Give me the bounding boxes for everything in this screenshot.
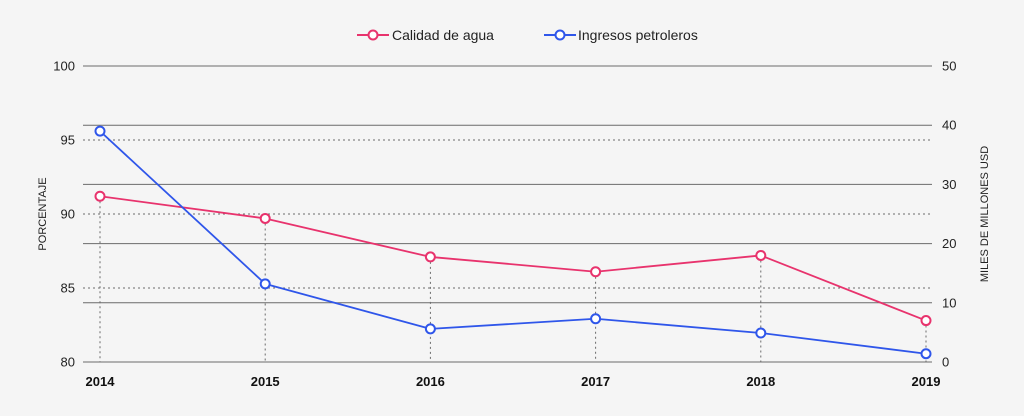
y-tick-label-right-40: 40	[942, 118, 956, 133]
y-tick-label-right-10: 10	[942, 295, 956, 310]
data-point-calidad-2015	[259, 212, 271, 224]
x-tick-label-2014: 2014	[86, 374, 116, 389]
series-line-ingresos	[99, 130, 927, 355]
data-point-calidad-2019	[920, 315, 932, 327]
data-point-ingresos-2016	[424, 323, 436, 335]
data-point-ingresos-2017	[590, 313, 602, 325]
x-tick-label-2018: 2018	[746, 374, 775, 389]
legend: Calidad de agua Ingresos petroleros	[357, 27, 698, 43]
x-tick-label-2015: 2015	[251, 374, 280, 389]
gridlines	[83, 65, 932, 363]
y-tick-label-left-85: 85	[61, 281, 75, 296]
x-axis: 2014 2015 2016 2017 2018 2019	[86, 374, 941, 389]
x-tick-label-2016: 2016	[416, 374, 445, 389]
y-tick-label-right-30: 30	[942, 177, 956, 192]
data-point-ingresos-2014	[94, 125, 106, 137]
data-point-calidad-2018	[755, 249, 767, 261]
data-point-calidad-2014	[94, 190, 106, 202]
legend-item-ingresos[interactable]: Ingresos petroleros	[544, 27, 698, 43]
x-tick-label-2017: 2017	[581, 374, 610, 389]
y-tick-label-left-90: 90	[61, 207, 75, 222]
legend-label-ingresos: Ingresos petroleros	[578, 27, 698, 43]
data-point-ingresos-2018	[755, 327, 767, 339]
data-point-ingresos-2015	[259, 278, 271, 290]
legend-marker-ingresos	[554, 29, 566, 41]
x-tick-label-2019: 2019	[912, 374, 941, 389]
y-axis-title-left: PORCENTAJE	[37, 177, 49, 250]
y-axis-left: 80 85 90 95 100	[53, 59, 75, 370]
y-axis-title-right: MILES DE MILLONES USD	[979, 146, 991, 282]
y-tick-label-left-80: 80	[61, 355, 75, 370]
legend-label-calidad: Calidad de agua	[392, 27, 494, 43]
legend-item-calidad[interactable]: Calidad de agua	[357, 27, 494, 43]
y-tick-label-left-100: 100	[53, 59, 75, 74]
data-point-ingresos-2019	[920, 348, 932, 360]
y-tick-label-left-95: 95	[61, 133, 75, 148]
y-tick-label-right-50: 50	[942, 59, 956, 74]
data-point-calidad-2017	[590, 266, 602, 278]
y-axis-right: 0 10 20 30 40 50	[942, 59, 956, 370]
series-layer	[94, 125, 932, 360]
data-point-calidad-2016	[424, 251, 436, 263]
series-line-calidad	[99, 195, 927, 322]
legend-marker-calidad	[367, 29, 379, 41]
y-tick-label-right-20: 20	[942, 236, 956, 251]
y-tick-label-right-0: 0	[942, 355, 949, 370]
